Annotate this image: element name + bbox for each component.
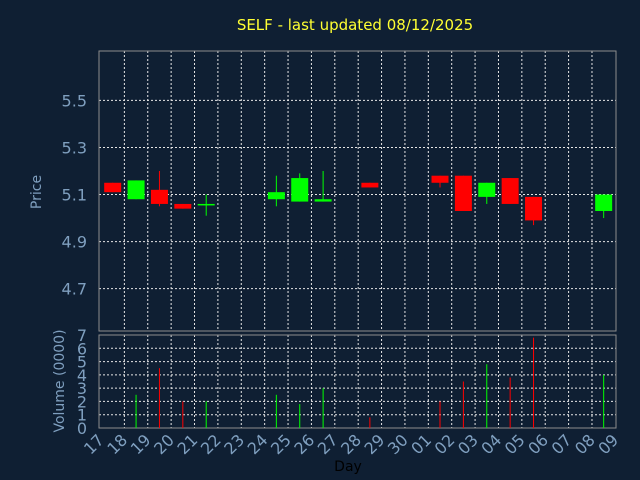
volume-tick-label: 0	[77, 419, 87, 438]
volume-bars	[135, 337, 605, 428]
volume-plot-frame	[98, 334, 617, 429]
candle-body	[478, 182, 496, 197]
candle-body	[150, 189, 168, 204]
volume-tick-label: 1	[77, 406, 87, 425]
candle-body	[595, 194, 613, 211]
candle-body	[525, 196, 543, 221]
price-axis-label: Price	[29, 175, 45, 209]
candle-body	[104, 182, 122, 193]
volume-tick-label: 2	[77, 392, 87, 411]
price-tick-label: 5.1	[62, 186, 87, 205]
candle-body	[197, 203, 215, 206]
candle-body	[314, 199, 332, 202]
candle-body	[174, 203, 192, 209]
candle-body	[454, 175, 472, 211]
candlesticks	[104, 171, 613, 226]
price-gridlines	[99, 51, 616, 331]
price-tick-label: 4.9	[62, 233, 87, 252]
chart-title: SELF - last updated 08/12/2025	[237, 16, 473, 34]
volume-axis-label: Volume (0000)	[52, 329, 68, 432]
x-axis-ticks: 1718192021222324252627282930010203040506…	[80, 430, 622, 458]
volume-tick-label: 3	[77, 379, 87, 398]
price-tick-label: 5.5	[62, 91, 87, 110]
price-tick-label: 4.7	[62, 280, 87, 299]
x-axis-label: Day	[334, 459, 362, 475]
volume-gridlines	[99, 335, 616, 428]
volume-tick-label: 5	[77, 353, 87, 372]
x-tick-label: 09	[594, 430, 622, 458]
candle-body	[127, 180, 145, 200]
volume-tick-label: 4	[77, 366, 87, 385]
price-tick-label: 5.3	[62, 138, 87, 157]
volume-tick-label: 7	[77, 326, 87, 345]
candle-body	[361, 182, 379, 188]
price-axis-ticks: 4.7 4.9 5.1 5.3 5.5	[62, 91, 87, 298]
candle-body	[501, 178, 519, 204]
candle-body	[431, 175, 449, 183]
candle-body	[291, 178, 309, 202]
candle-body	[267, 192, 285, 200]
volume-tick-label: 6	[77, 339, 87, 358]
price-plot-frame	[98, 50, 617, 332]
